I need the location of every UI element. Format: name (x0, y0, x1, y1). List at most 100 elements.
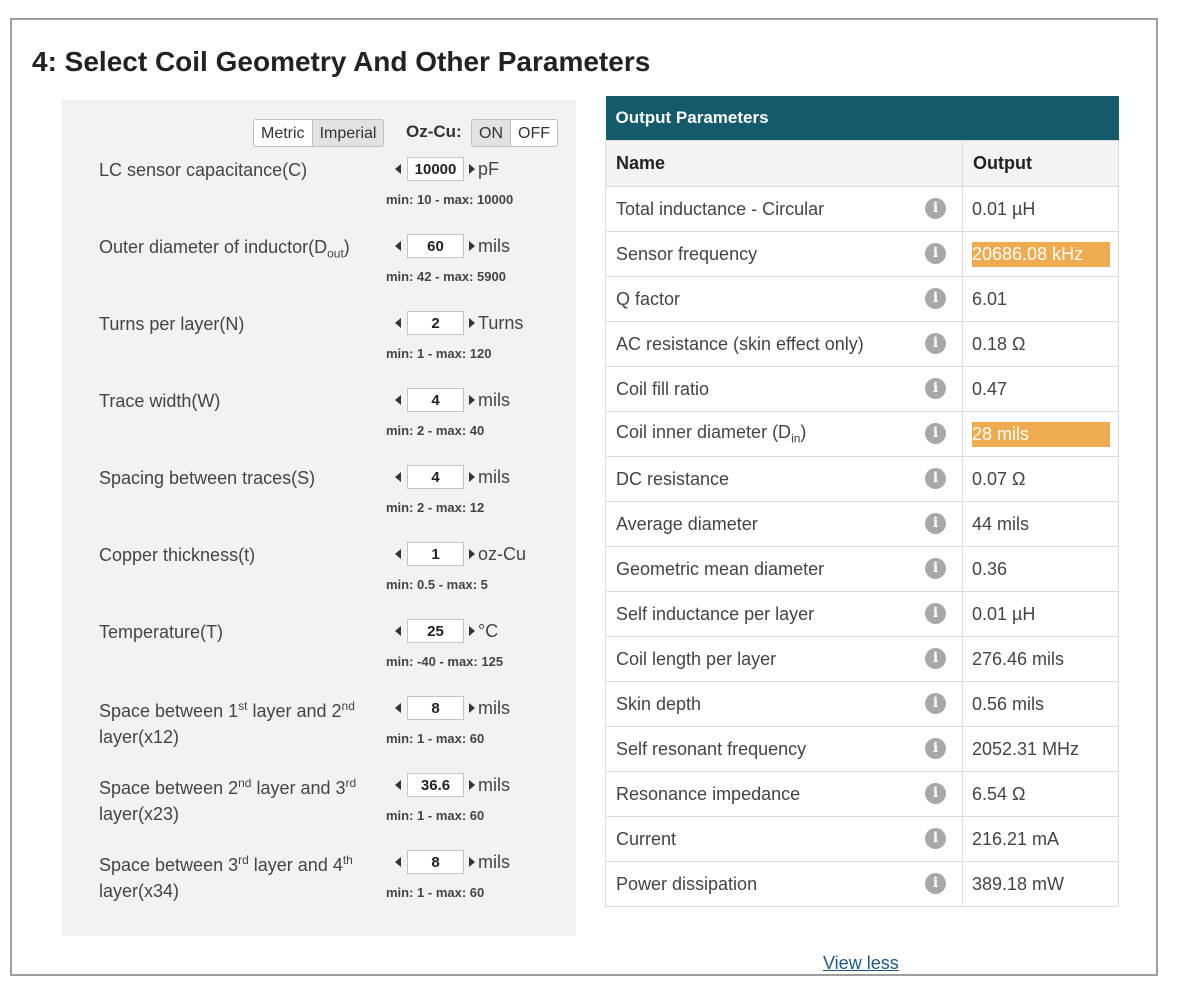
param-unit: mils (478, 235, 510, 256)
param-outer-diameter: Outer diameter of inductor(Dout) mils mi… (62, 179, 576, 284)
output-value: 0.56 mils (972, 693, 1045, 714)
param-unit: oz-Cu (478, 543, 527, 564)
table-row: Self inductance per layer i 0.01 µH (605, 591, 1119, 637)
trace-width-stepper: mils (395, 387, 510, 413)
capacitance-input[interactable] (407, 157, 464, 181)
output-value: 6.01 (972, 288, 1008, 309)
decrement-arrow-icon[interactable] (395, 857, 401, 867)
oz-cu-toggle: ON OFF (471, 119, 558, 147)
decrement-arrow-icon[interactable] (395, 626, 401, 636)
oz-cu-on-button[interactable]: ON (471, 119, 511, 147)
increment-arrow-icon[interactable] (469, 703, 475, 713)
output-name-cell: Power dissipation i (605, 861, 963, 907)
output-name: Current (616, 828, 677, 849)
param-unit: mils (478, 851, 510, 872)
param-label: Turns per layer(N) (99, 314, 245, 334)
output-name: Total inductance - Circular (616, 198, 825, 219)
info-icon[interactable]: i (925, 738, 946, 759)
decrement-arrow-icon[interactable] (395, 703, 401, 713)
output-name-cell: Total inductance - Circular i (605, 186, 963, 232)
temperature-stepper: °C (395, 618, 498, 644)
oz-cu-off-button: OFF (511, 119, 558, 147)
param-label: Space between 1st layer and 2nd layer(x12… (99, 699, 355, 747)
output-value-cell: 0.47 (962, 366, 1119, 412)
spacing-input[interactable] (407, 465, 464, 489)
output-value-cell: 0.36 (962, 546, 1119, 592)
table-row: Q factor i 6.01 (605, 276, 1119, 322)
decrement-arrow-icon[interactable] (395, 241, 401, 251)
decrement-arrow-icon[interactable] (395, 472, 401, 482)
decrement-arrow-icon[interactable] (395, 164, 401, 174)
decrement-arrow-icon[interactable] (395, 318, 401, 328)
increment-arrow-icon[interactable] (469, 857, 475, 867)
spacing-stepper: mils (395, 464, 510, 490)
table-row: Sensor frequency i 20686.08 kHz (605, 231, 1119, 277)
oz-cu-label: Oz-Cu: (406, 122, 462, 141)
increment-arrow-icon[interactable] (469, 472, 475, 482)
increment-arrow-icon[interactable] (469, 241, 475, 251)
output-name: Self resonant frequency (616, 738, 807, 759)
info-icon[interactable]: i (925, 423, 946, 444)
increment-arrow-icon[interactable] (469, 164, 475, 174)
increment-arrow-icon[interactable] (469, 549, 475, 559)
param-spacing: Spacing between traces(S) mils min: 2 - … (62, 410, 576, 515)
info-icon[interactable]: i (925, 783, 946, 804)
param-label: Outer diameter of inductor(Dout) (99, 237, 350, 261)
increment-arrow-icon[interactable] (469, 780, 475, 790)
output-name-part: in (791, 431, 801, 446)
info-icon[interactable]: i (925, 378, 946, 399)
output-value: 276.46 mils (972, 648, 1065, 669)
info-icon[interactable]: i (925, 693, 946, 714)
outer-diameter-input[interactable] (407, 234, 464, 258)
info-icon[interactable]: i (925, 243, 946, 264)
temperature-input[interactable] (407, 619, 464, 643)
table-row: Self resonant frequency i 2052.31 MHz (605, 726, 1119, 772)
copper-thickness-input[interactable] (407, 542, 464, 566)
decrement-arrow-icon[interactable] (395, 549, 401, 559)
output-value-cell: 6.54 Ω (962, 771, 1119, 817)
param-capacitance: LC sensor capacitance(C) pF min: 10 - ma… (62, 102, 576, 207)
output-name-cell: Resonance impedance i (605, 771, 963, 817)
param-label: Space between 3rd layer and 4th layer(x34… (99, 853, 353, 901)
info-icon[interactable]: i (925, 288, 946, 309)
output-name: Geometric mean diameter (616, 558, 825, 579)
info-icon[interactable]: i (925, 873, 946, 894)
info-icon[interactable]: i (925, 648, 946, 669)
info-icon[interactable]: i (925, 198, 946, 219)
info-icon[interactable]: i (925, 513, 946, 534)
param-range: min: 2 - max: 12 (386, 500, 485, 515)
space-x12-input[interactable] (407, 696, 464, 720)
view-less-link[interactable]: View less (823, 953, 899, 973)
space-x23-input[interactable] (407, 773, 464, 797)
info-icon[interactable]: i (925, 603, 946, 624)
decrement-arrow-icon[interactable] (395, 780, 401, 790)
decrement-arrow-icon[interactable] (395, 395, 401, 405)
param-unit: mils (478, 697, 510, 718)
increment-arrow-icon[interactable] (469, 626, 475, 636)
output-value: 44 mils (972, 513, 1030, 534)
turns-input[interactable] (407, 311, 464, 335)
param-label: Space between 2nd layer and 3rd layer(x23… (99, 776, 357, 824)
param-unit: mils (478, 466, 510, 487)
param-range: min: 42 - max: 5900 (386, 269, 506, 284)
param-range: min: 10 - max: 10000 (386, 192, 514, 207)
output-value: 2052.31 MHz (972, 738, 1080, 759)
info-icon[interactable]: i (925, 828, 946, 849)
output-column-header: Output (962, 140, 1119, 187)
space-x34-input[interactable] (407, 850, 464, 874)
output-value: 0.18 Ω (972, 333, 1026, 354)
output-value: 389.18 mW (972, 873, 1065, 894)
param-range: min: 1 - max: 60 (386, 731, 485, 746)
outer-diameter-stepper: mils (395, 233, 510, 259)
increment-arrow-icon[interactable] (469, 318, 475, 328)
output-name-cell: Coil length per layer i (605, 636, 963, 682)
info-icon[interactable]: i (925, 558, 946, 579)
trace-width-input[interactable] (407, 388, 464, 412)
turns-stepper: Turns (395, 310, 523, 336)
imperial-button[interactable]: Imperial (312, 119, 385, 147)
info-icon[interactable]: i (925, 468, 946, 489)
increment-arrow-icon[interactable] (469, 395, 475, 405)
metric-button[interactable]: Metric (253, 119, 313, 147)
info-icon[interactable]: i (925, 333, 946, 354)
output-name-cell: Self resonant frequency i (605, 726, 963, 772)
